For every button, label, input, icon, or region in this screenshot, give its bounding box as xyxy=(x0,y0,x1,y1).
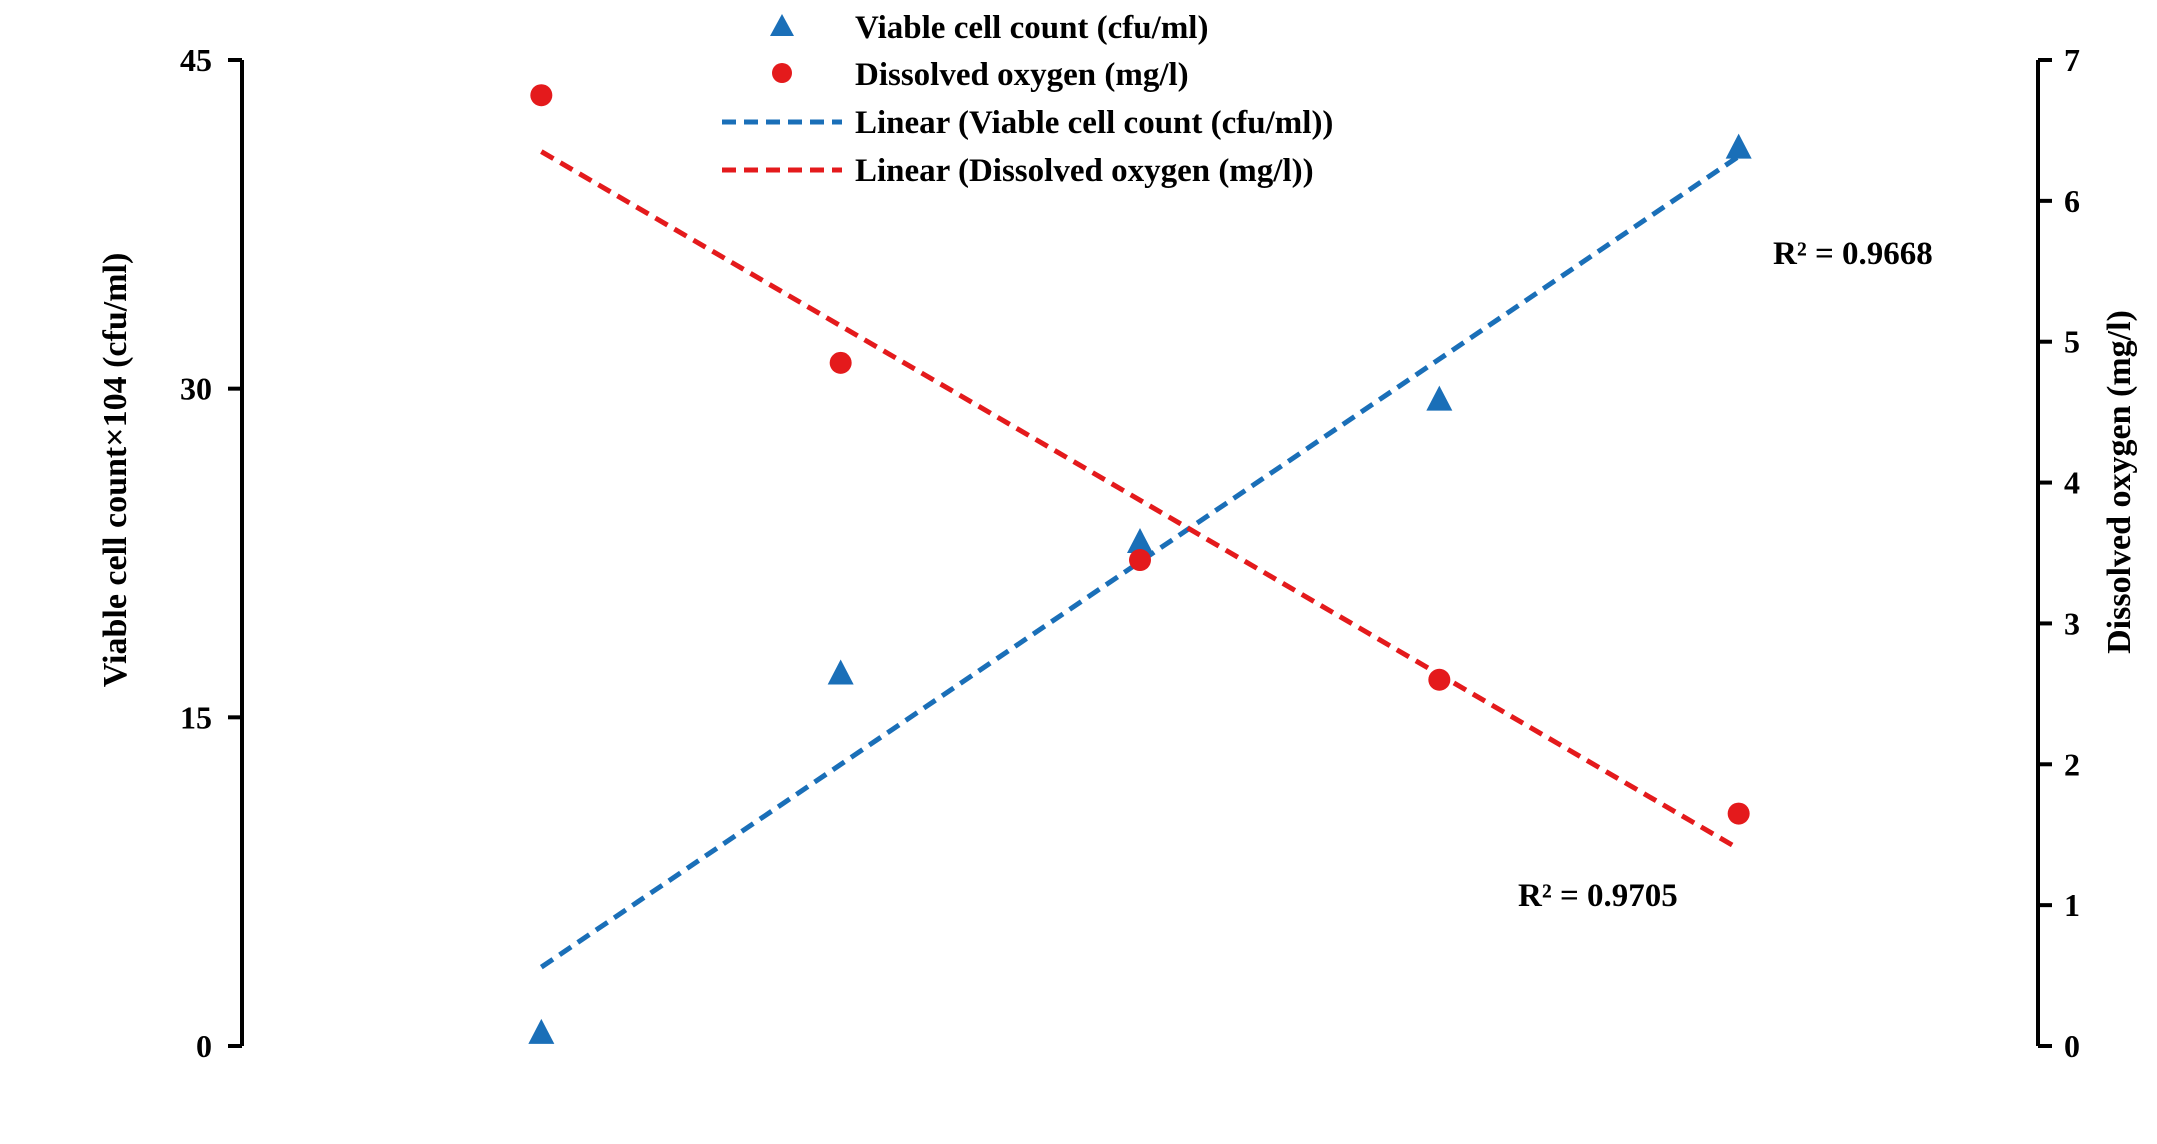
oxygen-point-marker xyxy=(530,84,553,107)
viable-point-marker xyxy=(1127,528,1153,554)
viable-point-marker xyxy=(1725,133,1752,159)
oxygen-point-marker xyxy=(1428,668,1451,691)
r2-label-oxygen: R² = 0.9705 xyxy=(1518,878,1678,914)
legend-label-viable: Viable cell count (cfu/ml) xyxy=(855,10,1208,46)
right-tick-label: 6 xyxy=(2064,183,2080,219)
right-tick-label: 3 xyxy=(2064,605,2080,641)
viable-point-marker xyxy=(827,659,854,685)
right-tick-label: 2 xyxy=(2064,746,2080,782)
oxygen-point-marker xyxy=(1129,549,1151,572)
right-tick-label: 0 xyxy=(2064,1028,2080,1064)
legend-triangle-marker xyxy=(770,14,794,36)
oxygen-point-marker xyxy=(829,351,852,374)
legend-label-oxygen-trend: Linear (Dissolved oxygen (mg/l)) xyxy=(855,153,1314,189)
legend-label-oxygen: Dissolved oxygen (mg/l) xyxy=(855,57,1189,93)
right-tick-label: 7 xyxy=(2064,42,2080,78)
legend: Viable cell count (cfu/ml) Dissolved oxy… xyxy=(722,10,1333,189)
viable-point-marker xyxy=(1426,385,1453,411)
r2-label-viable: R² = 0.9668 xyxy=(1773,236,1933,272)
right-tick-label: 5 xyxy=(2064,324,2080,360)
viable-point-marker xyxy=(528,1018,555,1044)
right-axis-ticks: 0 1 2 3 4 5 6 7 xyxy=(2038,42,2080,1064)
left-axis-title: Viable cell count×104 (cfu/ml) xyxy=(97,253,134,688)
trendlines xyxy=(539,149,1741,970)
left-axis-ticks: 0 15 30 45 xyxy=(180,42,242,1064)
trendline-oxygen xyxy=(540,149,1740,851)
left-tick-label: 15 xyxy=(180,699,212,735)
oxygen-point-marker xyxy=(1727,802,1750,825)
data-markers xyxy=(528,84,1752,1044)
left-tick-label: 45 xyxy=(180,42,212,78)
right-tick-label: 1 xyxy=(2064,887,2080,923)
left-tick-label: 30 xyxy=(180,371,212,407)
left-tick-label: 0 xyxy=(196,1028,212,1064)
right-axis-title: Dissolved oxygen (mg/l) xyxy=(2101,310,2138,654)
right-tick-label: 4 xyxy=(2064,465,2080,501)
legend-circle-marker xyxy=(772,63,792,83)
legend-label-viable-trend: Linear (Viable cell count (cfu/ml)) xyxy=(855,105,1333,141)
